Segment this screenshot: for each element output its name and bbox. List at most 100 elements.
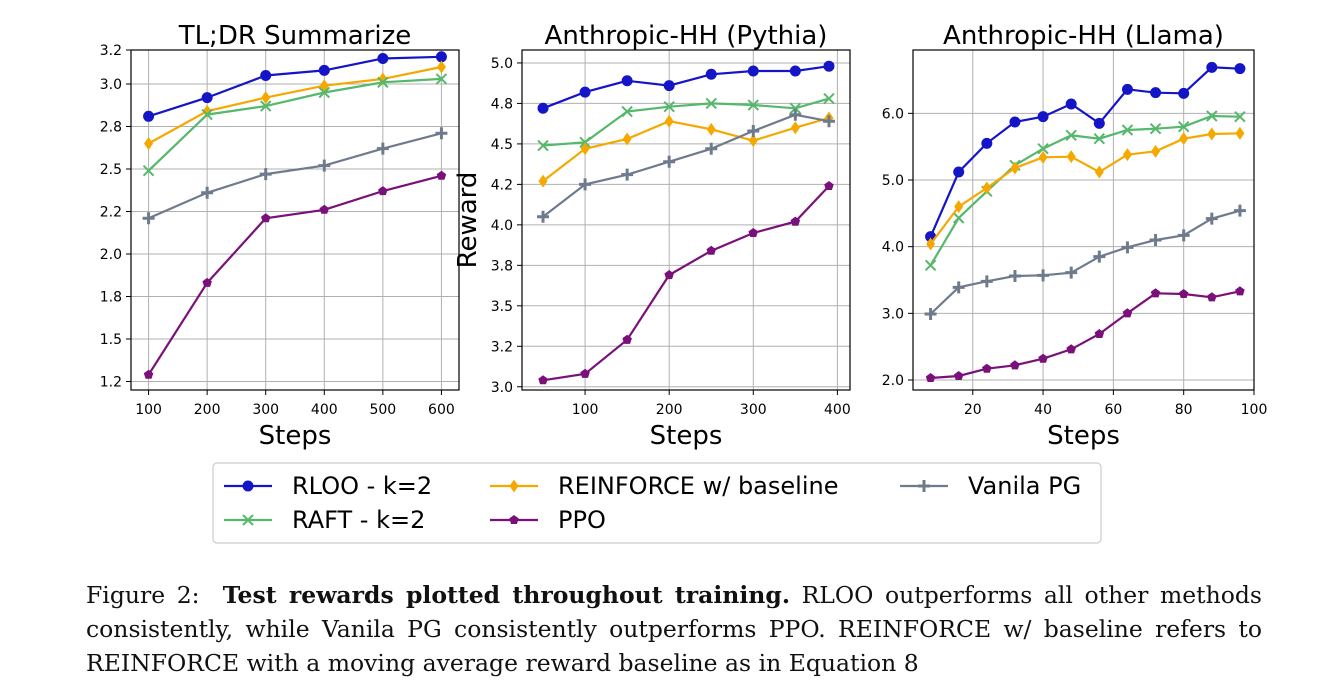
data-point [318, 86, 330, 99]
legend-label: REINFORCE w/ baseline [558, 472, 838, 500]
data-point [621, 105, 633, 118]
data-point [790, 216, 801, 226]
data-point [1121, 241, 1134, 254]
data-point [926, 237, 936, 251]
y-tick-label: 5.0 [882, 173, 904, 189]
y-tick-label: 3.0 [882, 306, 904, 322]
data-point [706, 245, 716, 255]
data-point [1009, 116, 1021, 128]
legend-frame [212, 462, 1102, 544]
data-point [538, 375, 548, 385]
series-raft-k-2 [142, 73, 448, 177]
series-vanila-pg [142, 127, 448, 225]
x-tick-label: 40 [1034, 402, 1052, 418]
y-axis-label: Reward [453, 172, 483, 269]
y-tick-label: 3.0 [100, 77, 122, 93]
legend: RLOO - k=2 REINFORCE w/ baseline Vanila PG… [212, 462, 1102, 544]
x-tick-label: 500 [369, 402, 396, 418]
y-tick-label: 4.8 [491, 96, 513, 112]
series-rloo-k-2 [925, 61, 1246, 243]
series-line [148, 65, 442, 145]
y-tick-label: 2.8 [100, 120, 122, 136]
data-point [789, 65, 801, 77]
data-point [201, 186, 214, 199]
data-point [537, 102, 549, 114]
data-point [924, 259, 937, 272]
y-tick-label: 5.0 [491, 56, 513, 72]
series-reinforce-w-baseline [926, 126, 1245, 251]
y-tick-label: 3.2 [491, 339, 513, 355]
legend-entry: Vanila PG [900, 472, 1081, 500]
data-point [663, 80, 675, 92]
legend-marker [918, 480, 930, 492]
data-point [924, 308, 937, 320]
data-point [1234, 63, 1246, 75]
series-line [148, 132, 442, 220]
data-point [952, 281, 965, 294]
data-point [748, 134, 758, 148]
y-tick-label: 3.5 [491, 299, 513, 315]
x-tick-label: 400 [311, 402, 338, 418]
legend-label: PPO [558, 506, 606, 534]
data-point [537, 139, 549, 152]
y-tick-label: 4.0 [491, 218, 513, 234]
data-point [1235, 126, 1245, 140]
series-line [542, 97, 830, 147]
data-point [1178, 289, 1189, 298]
legend-entry: PPO [490, 506, 606, 534]
series-vanila-pg [537, 108, 835, 223]
data-point [580, 368, 590, 378]
series-line [542, 113, 830, 218]
data-point [142, 164, 155, 177]
data-point [260, 70, 272, 81]
data-point [1066, 150, 1076, 164]
y-tick-label: 2.0 [100, 247, 122, 263]
data-point [1010, 360, 1020, 370]
data-point [953, 371, 964, 380]
data-point [952, 212, 965, 224]
x-tick-label: 300 [740, 402, 767, 418]
x-tick-label: 100 [572, 402, 599, 418]
data-point [1065, 98, 1077, 110]
x-tick-label: 400 [824, 402, 851, 418]
data-point [706, 122, 716, 136]
data-point [1177, 229, 1190, 242]
data-point [981, 137, 993, 149]
data-point [664, 270, 674, 280]
legend-marker [509, 515, 519, 524]
data-point [436, 60, 446, 74]
data-point [538, 174, 548, 188]
data-point [1207, 292, 1217, 302]
legend-marker [242, 480, 254, 492]
data-point [823, 60, 835, 72]
data-point [377, 53, 389, 64]
series-ppo [925, 286, 1245, 382]
y-tick-label: 4.0 [882, 240, 904, 256]
series-line [929, 66, 1240, 238]
data-point [143, 110, 155, 122]
data-point [1038, 150, 1048, 164]
data-point [260, 100, 272, 112]
x-axis-label: Steps [259, 421, 332, 451]
series-line [930, 290, 1241, 380]
y-tick-label: 2.2 [100, 205, 122, 221]
plot-frame [130, 49, 460, 391]
series-line [542, 65, 830, 110]
data-point [318, 159, 331, 172]
data-point [580, 142, 590, 156]
x-tick-label: 200 [194, 402, 221, 418]
chart-panel-3: 20 40 60 80 100 2.0 3.0 4.0 5.0 6.0 Anthropic-HH (… [882, 21, 1268, 451]
data-point [664, 114, 674, 128]
y-tick-label: 3.8 [491, 258, 513, 274]
data-point [1151, 144, 1161, 158]
data-point [1094, 329, 1105, 338]
data-point [953, 166, 965, 178]
data-point [1037, 111, 1049, 123]
legend-entry: RLOO - k=2 [224, 472, 432, 500]
series-vanila-pg [924, 204, 1246, 320]
y-tick-label: 4.5 [491, 137, 513, 153]
data-point [1206, 61, 1218, 73]
data-point [319, 204, 329, 214]
data-point [1177, 120, 1190, 133]
data-point [980, 275, 993, 288]
